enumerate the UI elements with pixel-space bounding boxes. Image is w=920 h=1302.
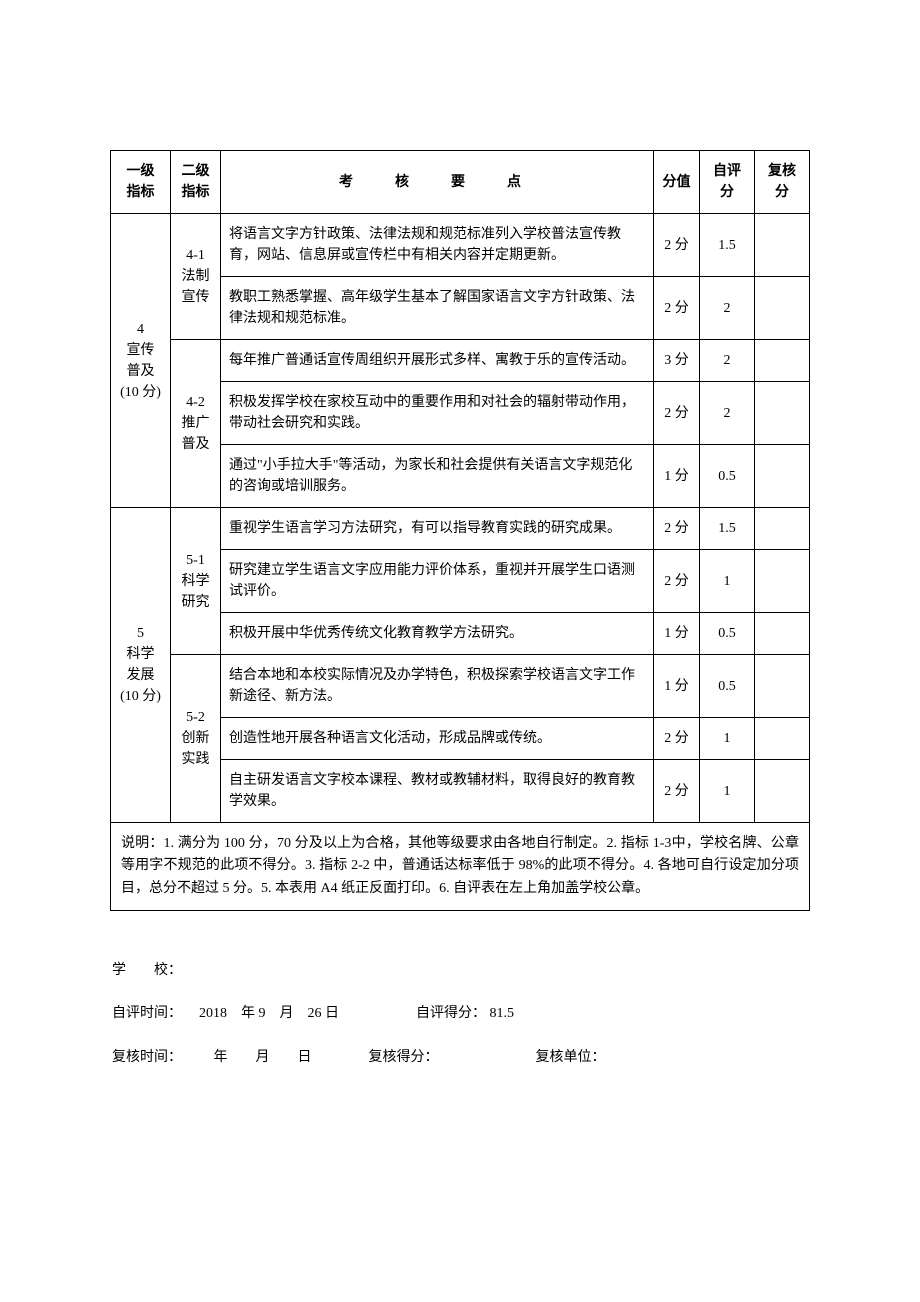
score-cell: 1 分 <box>654 445 700 508</box>
points-cell: 通过"小手拉大手"等活动，为家长和社会提供有关语言文字规范化的咨询或培训服务。 <box>221 445 654 508</box>
score-cell: 3 分 <box>654 340 700 382</box>
self-score-label: 自评得分： <box>416 1006 486 1021</box>
score-cell: 2 分 <box>654 277 700 340</box>
level1-cell: 5科学发展(10 分) <box>111 508 171 823</box>
self-cell: 1.5 <box>700 214 755 277</box>
score-cell: 2 分 <box>654 550 700 613</box>
score-cell: 2 分 <box>654 382 700 445</box>
header-self: 自评分 <box>700 151 755 214</box>
level2-cell: 4-1法制宣传 <box>171 214 221 340</box>
review-time-line: 复核时间： 年 月 日 复核得分： 复核单位： <box>112 1038 810 1077</box>
self-cell: 2 <box>700 340 755 382</box>
header-points: 考 核 要 点 <box>221 151 654 214</box>
level1-cell: 4宣传普及(10 分) <box>111 214 171 508</box>
footer-note: 说明：1. 满分为 100 分，70 分及以上为合格，其他等级要求由各地自行制定… <box>111 823 810 911</box>
self-cell: 0.5 <box>700 613 755 655</box>
review-cell <box>755 613 810 655</box>
review-time-label: 复核时间： <box>112 1050 182 1065</box>
review-cell <box>755 382 810 445</box>
self-time-line: 自评时间： 2018 年 9 月 26 日 自评得分： 81.5 <box>112 994 810 1033</box>
points-cell: 重视学生语言学习方法研究，有可以指导教育实践的研究成果。 <box>221 508 654 550</box>
header-review: 复核分 <box>755 151 810 214</box>
review-cell <box>755 655 810 718</box>
review-cell <box>755 550 810 613</box>
points-cell: 自主研发语言文字校本课程、教材或教辅材料，取得良好的教育教学效果。 <box>221 760 654 823</box>
self-cell: 1 <box>700 550 755 613</box>
score-cell: 1 分 <box>654 613 700 655</box>
review-score-label: 复核得分： <box>369 1050 439 1065</box>
points-cell: 积极开展中华优秀传统文化教育教学方法研究。 <box>221 613 654 655</box>
header-level1: 一级指标 <box>111 151 171 214</box>
evaluation-table: 一级指标 二级指标 考 核 要 点 分值 自评分 复核分 4宣传普及(10 分)… <box>110 150 810 911</box>
level2-cell: 4-2推广普及 <box>171 340 221 508</box>
score-cell: 2 分 <box>654 760 700 823</box>
score-cell: 1 分 <box>654 655 700 718</box>
points-cell: 积极发挥学校在家校互动中的重要作用和对社会的辐射带动作用，带动社会研究和实践。 <box>221 382 654 445</box>
review-cell <box>755 508 810 550</box>
school-line: 学 校： <box>112 951 810 990</box>
table-header-row: 一级指标 二级指标 考 核 要 点 分值 自评分 复核分 <box>111 151 810 214</box>
self-cell: 1 <box>700 718 755 760</box>
score-cell: 2 分 <box>654 214 700 277</box>
points-cell: 结合本地和本校实际情况及办学特色，积极探索学校语言文字工作新途径、新方法。 <box>221 655 654 718</box>
self-score-value: 81.5 <box>490 1006 515 1021</box>
review-time-value: 年 月 日 <box>186 1050 312 1065</box>
review-cell <box>755 214 810 277</box>
score-cell: 2 分 <box>654 508 700 550</box>
review-cell <box>755 340 810 382</box>
points-cell: 创造性地开展各种语言文化活动，形成品牌或传统。 <box>221 718 654 760</box>
self-cell: 2 <box>700 382 755 445</box>
self-cell: 1 <box>700 760 755 823</box>
header-score: 分值 <box>654 151 700 214</box>
table-row: 5-2创新实践 结合本地和本校实际情况及办学特色，积极探索学校语言文字工作新途径… <box>111 655 810 718</box>
level2-cell: 5-1科学研究 <box>171 508 221 655</box>
table-row: 4宣传普及(10 分) 4-1法制宣传 将语言文字方针政策、法律法规和规范标准列… <box>111 214 810 277</box>
table-row: 4-2推广普及 每年推广普通话宣传周组织开展形式多样、寓教于乐的宣传活动。 3 … <box>111 340 810 382</box>
info-section: 学 校： 自评时间： 2018 年 9 月 26 日 自评得分： 81.5 复核… <box>110 951 810 1077</box>
review-cell <box>755 277 810 340</box>
self-time-label: 自评时间： <box>112 1006 182 1021</box>
self-cell: 0.5 <box>700 655 755 718</box>
review-cell <box>755 718 810 760</box>
points-cell: 研究建立学生语言文字应用能力评价体系，重视并开展学生口语测试评价。 <box>221 550 654 613</box>
review-unit-label: 复核单位： <box>536 1050 606 1065</box>
table-row: 5科学发展(10 分) 5-1科学研究 重视学生语言学习方法研究，有可以指导教育… <box>111 508 810 550</box>
score-cell: 2 分 <box>654 718 700 760</box>
self-cell: 0.5 <box>700 445 755 508</box>
points-cell: 每年推广普通话宣传周组织开展形式多样、寓教于乐的宣传活动。 <box>221 340 654 382</box>
footer-note-row: 说明：1. 满分为 100 分，70 分及以上为合格，其他等级要求由各地自行制定… <box>111 823 810 911</box>
level2-cell: 5-2创新实践 <box>171 655 221 823</box>
self-cell: 1.5 <box>700 508 755 550</box>
review-cell <box>755 760 810 823</box>
self-time-value: 2018 年 9 月 26 日 <box>199 1006 339 1021</box>
school-label: 学 校： <box>112 963 182 978</box>
self-cell: 2 <box>700 277 755 340</box>
points-cell: 教职工熟悉掌握、高年级学生基本了解国家语言文字方针政策、法律法规和规范标准。 <box>221 277 654 340</box>
header-level2: 二级指标 <box>171 151 221 214</box>
points-cell: 将语言文字方针政策、法律法规和规范标准列入学校普法宣传教育，网站、信息屏或宣传栏… <box>221 214 654 277</box>
review-cell <box>755 445 810 508</box>
